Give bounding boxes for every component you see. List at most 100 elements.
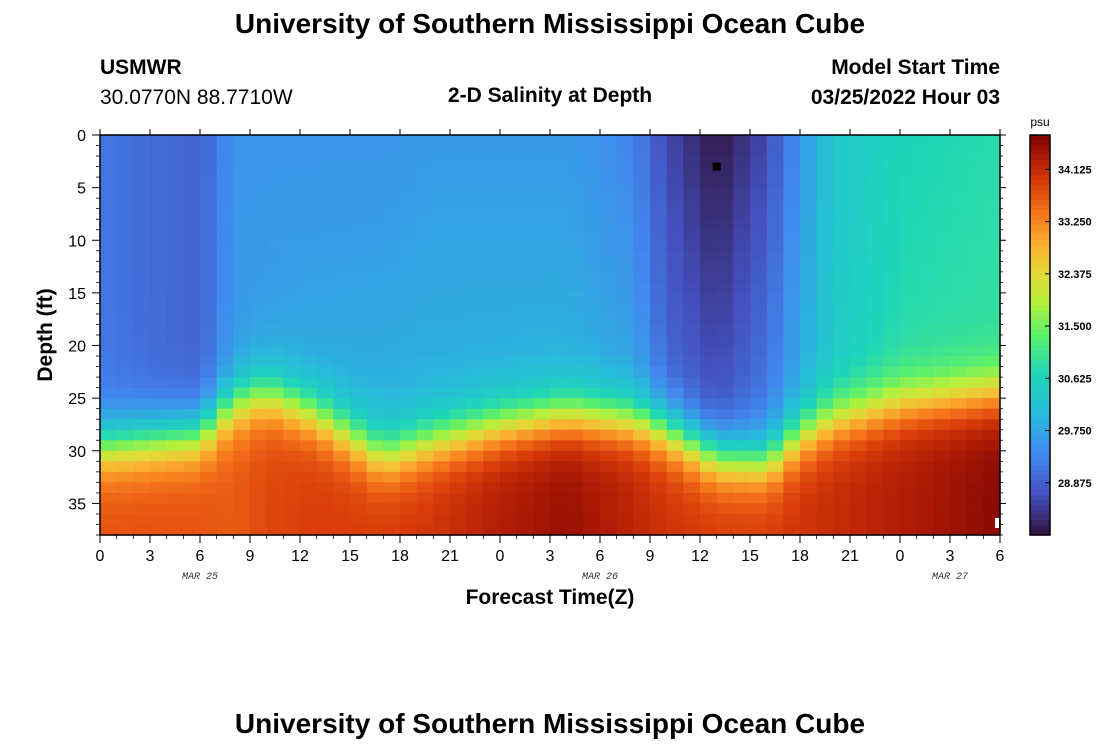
heatmap-cell bbox=[916, 356, 934, 368]
heatmap-cell bbox=[666, 471, 684, 483]
heatmap-cell bbox=[616, 292, 634, 305]
heatmap-cell bbox=[366, 387, 384, 399]
heatmap-cell bbox=[650, 303, 668, 315]
heatmap-cell bbox=[116, 492, 134, 505]
heatmap-cell bbox=[933, 356, 951, 368]
heatmap-cell bbox=[300, 313, 318, 326]
heatmap-cell bbox=[733, 166, 751, 178]
heatmap-cell bbox=[116, 187, 134, 199]
x-tick-label: 0 bbox=[96, 548, 105, 565]
heatmap-cell bbox=[116, 356, 134, 368]
heatmap-cell bbox=[883, 524, 901, 536]
heatmap-cell bbox=[550, 135, 568, 147]
heatmap-cell bbox=[916, 208, 934, 220]
heatmap-cell bbox=[216, 282, 234, 294]
heatmap-cell bbox=[783, 335, 801, 347]
heatmap-cell bbox=[983, 208, 1001, 220]
heatmap-cell bbox=[116, 324, 134, 336]
heatmap-cell bbox=[216, 461, 234, 473]
heatmap-cell bbox=[366, 271, 384, 283]
heatmap-cell bbox=[950, 398, 968, 410]
heatmap-cell bbox=[150, 429, 168, 441]
heatmap-cell bbox=[100, 313, 118, 326]
heatmap-cell bbox=[183, 271, 201, 283]
heatmap-cell bbox=[366, 471, 384, 483]
heatmap-cell bbox=[366, 377, 384, 389]
heatmap-cell bbox=[266, 471, 284, 483]
heatmap-cell bbox=[466, 208, 484, 220]
heatmap-cell bbox=[200, 219, 218, 231]
heatmap-cell bbox=[666, 303, 684, 315]
heatmap-cell bbox=[733, 145, 751, 157]
heatmap-cell bbox=[600, 198, 618, 210]
heatmap-cell bbox=[883, 166, 901, 178]
heatmap-cell bbox=[933, 166, 951, 178]
heatmap-cell bbox=[116, 503, 134, 515]
heatmap-cell bbox=[133, 471, 151, 483]
heatmap-cell bbox=[983, 482, 1001, 494]
heatmap-cell bbox=[733, 229, 751, 241]
heatmap-cell bbox=[400, 471, 418, 483]
heatmap-cell bbox=[133, 313, 151, 326]
heatmap-cell bbox=[150, 408, 168, 420]
heatmap-cell bbox=[733, 377, 751, 389]
heatmap-cell bbox=[766, 471, 784, 483]
heatmap-cell bbox=[816, 313, 834, 326]
heatmap-cell bbox=[100, 366, 118, 378]
heatmap-cell bbox=[416, 471, 434, 483]
x-tick-label: 21 bbox=[441, 548, 459, 565]
heatmap-cell bbox=[750, 377, 768, 389]
heatmap-cell bbox=[333, 461, 351, 473]
heatmap-cell bbox=[850, 198, 868, 210]
heatmap-cell bbox=[633, 419, 651, 431]
heatmap-cell bbox=[233, 440, 251, 452]
heatmap-cell bbox=[450, 356, 468, 368]
heatmap-cell bbox=[433, 492, 451, 505]
heatmap-cell bbox=[566, 292, 584, 305]
heatmap-cell bbox=[700, 229, 718, 241]
heatmap-cell bbox=[716, 408, 734, 420]
heatmap-cell bbox=[666, 387, 684, 399]
heatmap-cell bbox=[533, 335, 551, 347]
heatmap-cell bbox=[233, 229, 251, 241]
heatmap-cell bbox=[300, 145, 318, 157]
heatmap-cell bbox=[950, 261, 968, 273]
heatmap-cell bbox=[316, 408, 334, 420]
heatmap-cell bbox=[316, 313, 334, 326]
heatmap-cell bbox=[200, 492, 218, 505]
heatmap-cell bbox=[183, 229, 201, 241]
heatmap-cell bbox=[450, 461, 468, 473]
heatmap-cell bbox=[716, 282, 734, 294]
heatmap-cell bbox=[516, 313, 534, 326]
heatmap-cell bbox=[950, 166, 968, 178]
heatmap-cell bbox=[983, 166, 1001, 178]
heatmap-cell bbox=[500, 513, 518, 526]
heatmap-cell bbox=[983, 177, 1001, 189]
heatmap-cell bbox=[983, 419, 1001, 431]
heatmap-cell bbox=[100, 356, 118, 368]
heatmap-cell bbox=[166, 429, 184, 441]
heatmap-cell bbox=[483, 198, 501, 210]
heatmap-cell bbox=[983, 429, 1001, 441]
heatmap-cell bbox=[350, 313, 368, 326]
heatmap-cell bbox=[466, 387, 484, 399]
heatmap-cell bbox=[300, 282, 318, 294]
heatmap-cell bbox=[950, 208, 968, 220]
heatmap-cell bbox=[983, 398, 1001, 410]
heatmap-cell bbox=[100, 513, 118, 526]
heatmap-cell bbox=[216, 271, 234, 283]
heatmap-cell bbox=[966, 345, 984, 357]
heatmap-cell bbox=[783, 271, 801, 283]
heatmap-cell bbox=[466, 482, 484, 494]
heatmap-cell bbox=[750, 450, 768, 462]
heatmap-cell bbox=[233, 271, 251, 283]
heatmap-cell bbox=[766, 377, 784, 389]
heatmap-cell bbox=[933, 324, 951, 336]
heatmap-cell bbox=[166, 303, 184, 315]
heatmap-cell bbox=[350, 461, 368, 473]
heatmap-cell bbox=[150, 229, 168, 241]
heatmap-cell bbox=[700, 208, 718, 220]
heatmap-cell bbox=[566, 492, 584, 505]
heatmap-cell bbox=[250, 240, 268, 252]
heatmap-cell bbox=[350, 166, 368, 178]
